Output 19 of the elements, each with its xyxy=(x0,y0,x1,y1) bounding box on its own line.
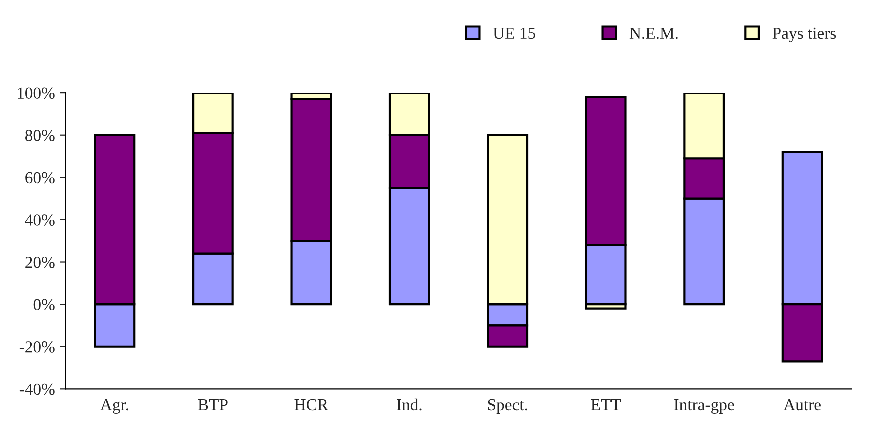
y-tick-label: 100% xyxy=(18,88,55,100)
y-tick-label: -40% xyxy=(20,384,55,396)
x-tick-label: Ind. xyxy=(397,398,422,411)
legend-label: UE 15 xyxy=(493,28,536,40)
x-tick-label: ETT xyxy=(591,400,622,410)
x-tick-label: Intra-gpe xyxy=(674,399,734,414)
y-tick-label: -20% xyxy=(20,342,55,353)
x-tick-label: Agr. xyxy=(100,399,128,414)
x-tick-label: Autre xyxy=(784,399,821,411)
x-tick-label: Spect. xyxy=(488,399,528,414)
y-tick-label: 80% xyxy=(26,130,55,142)
y-tick-label: 60% xyxy=(26,172,55,184)
x-tick-label: BTP xyxy=(198,400,228,410)
x-tick-label: HCR xyxy=(294,399,329,411)
y-tick-label: 0% xyxy=(34,299,55,311)
legend-label: N.E.M. xyxy=(630,28,678,40)
legend-label: Pays tiers xyxy=(772,28,836,43)
y-tick-label: 40% xyxy=(25,214,55,226)
y-tick-label: 20% xyxy=(26,256,55,268)
